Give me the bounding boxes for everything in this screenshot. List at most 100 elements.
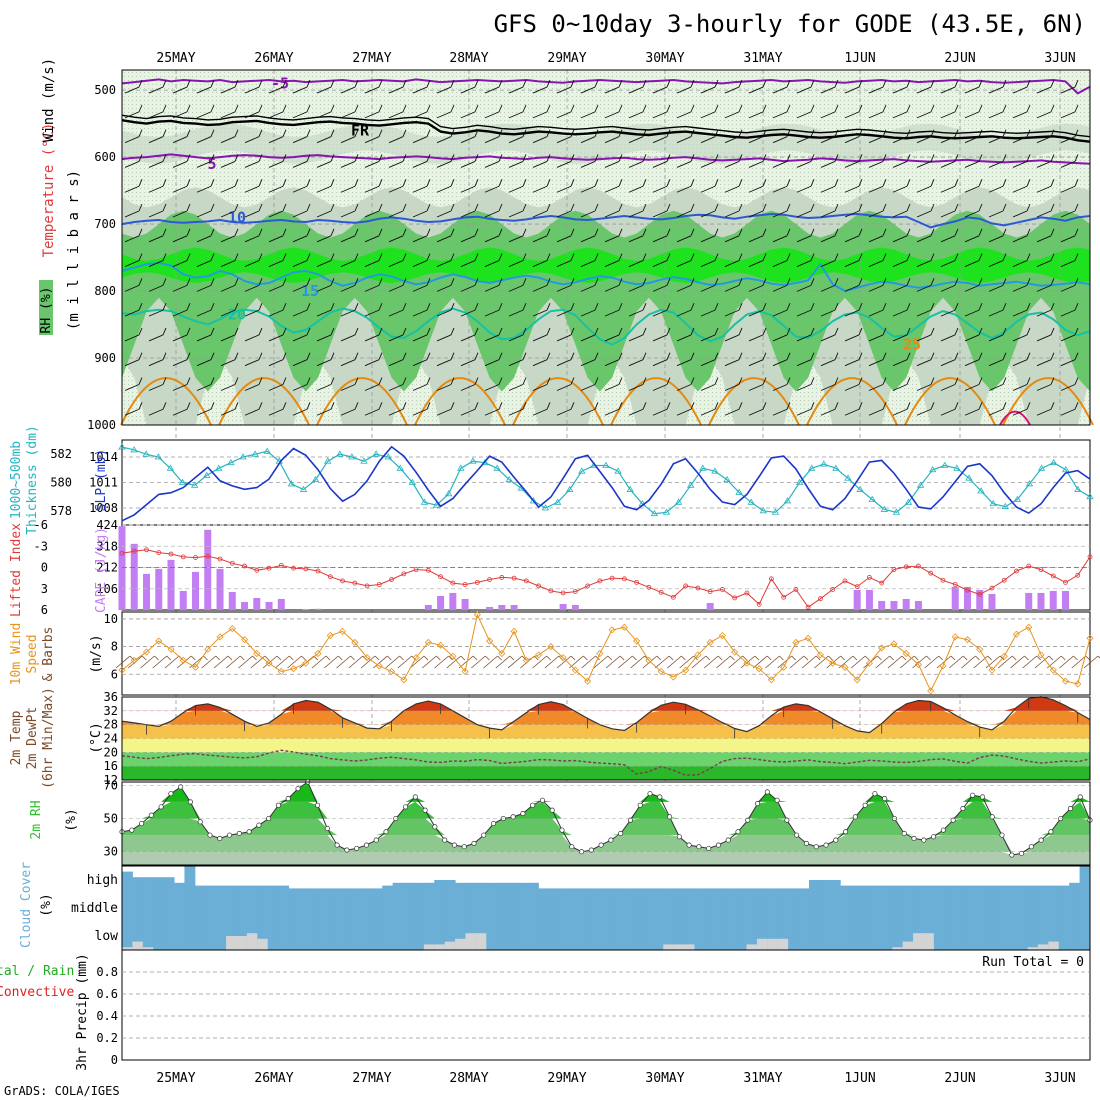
wind-barb-shaft bbox=[988, 260, 1004, 267]
wind-barb-flag bbox=[714, 179, 719, 187]
wind-barb-shaft bbox=[580, 260, 596, 267]
wind-barb bbox=[772, 129, 791, 144]
wind-barb-flag bbox=[594, 402, 599, 410]
wind-barb-flag bbox=[450, 228, 455, 236]
cloud-high-cell bbox=[611, 888, 623, 894]
wind-barb bbox=[172, 79, 191, 94]
wind-barb-flag bbox=[498, 352, 503, 360]
wind-barb bbox=[724, 278, 743, 292]
cloud-middle-cell bbox=[392, 894, 404, 922]
wind-barb-shaft bbox=[484, 210, 500, 218]
wind-barb-flag bbox=[426, 179, 431, 187]
wind10m-barb-flag bbox=[374, 655, 380, 661]
wind-barb bbox=[556, 104, 575, 119]
wind-barb-shaft bbox=[724, 284, 740, 292]
cloud-middle-cell bbox=[725, 894, 737, 922]
wind-barb-flag bbox=[426, 203, 431, 212]
thickness-marker bbox=[1074, 485, 1082, 492]
wind-barb bbox=[868, 253, 887, 267]
wind-barb-flag bbox=[426, 278, 431, 286]
wind-barb-flag bbox=[186, 129, 191, 137]
wind-speed-marker bbox=[792, 638, 800, 646]
wind-barb-flag bbox=[282, 402, 287, 410]
wind-speed-marker bbox=[338, 627, 347, 635]
wind-barb bbox=[1060, 327, 1079, 342]
wind-barb-shaft bbox=[724, 161, 740, 168]
temp-band bbox=[122, 766, 1090, 780]
lifted-index-marker bbox=[879, 580, 885, 586]
rh2m-marker bbox=[657, 794, 663, 800]
cloud-low-gray bbox=[132, 941, 144, 950]
wind-barb bbox=[220, 327, 239, 342]
cape-bar bbox=[559, 603, 567, 610]
wind-barb bbox=[988, 203, 1007, 218]
wind-barb-flag bbox=[522, 104, 527, 113]
wind-barb-flag bbox=[354, 278, 359, 286]
cloud-high-cell bbox=[746, 888, 758, 894]
wind-barb-shaft bbox=[724, 86, 740, 94]
rh2m-marker bbox=[569, 844, 575, 850]
wind-barb bbox=[1036, 327, 1055, 342]
cloud-high-cell bbox=[226, 885, 237, 894]
lifted-index-marker bbox=[646, 584, 652, 590]
wind10m-barb bbox=[409, 655, 425, 669]
wind-barb bbox=[220, 203, 239, 218]
lifted-index-marker bbox=[1063, 579, 1068, 585]
wind10m-barb-flag bbox=[338, 655, 343, 661]
wind-barb-shaft bbox=[940, 334, 956, 342]
wind-barb-shaft bbox=[604, 359, 620, 367]
wind-barb-flag bbox=[498, 79, 503, 88]
date-label-bottom: 31MAY bbox=[743, 1071, 782, 1086]
wind-barb bbox=[484, 402, 503, 416]
wind-barb-shaft bbox=[1012, 359, 1028, 367]
wind-barb-shaft bbox=[652, 185, 668, 193]
wind-barb-flag bbox=[162, 302, 167, 311]
wind-speed-marker bbox=[1086, 634, 1094, 642]
cloud-middle-cell bbox=[861, 894, 872, 922]
wind-barb-shaft bbox=[220, 111, 236, 119]
wind-barb-shaft bbox=[652, 408, 668, 416]
wind-barb-flag bbox=[666, 402, 671, 410]
wind-barb-flag bbox=[498, 228, 503, 236]
wind-barb bbox=[148, 377, 167, 391]
thickness-label-2: Thickness (dm) bbox=[25, 425, 40, 535]
cape-bar bbox=[914, 600, 922, 610]
wind-barb-flag bbox=[354, 79, 359, 88]
wind-barb-flag bbox=[858, 79, 863, 88]
wind-barb-flag bbox=[354, 203, 359, 212]
wind-barb-flag bbox=[282, 302, 287, 311]
wind-barb bbox=[436, 203, 455, 218]
wind-barb-shaft bbox=[964, 111, 980, 119]
wind-barb bbox=[748, 278, 767, 292]
wind-barb bbox=[436, 377, 455, 391]
wind10m-barb bbox=[507, 655, 523, 669]
wind-barb-flag bbox=[330, 228, 335, 236]
wind-barb-shaft bbox=[292, 161, 308, 168]
wind10m-barb bbox=[201, 655, 217, 669]
thickness-marker bbox=[626, 485, 634, 492]
cloud-level-label: low bbox=[95, 929, 119, 944]
wind-barb bbox=[892, 228, 911, 243]
wind-barb bbox=[364, 302, 383, 317]
wind-barb bbox=[292, 402, 311, 416]
wind-barb-flag bbox=[1026, 129, 1031, 137]
wind-barb-flag bbox=[426, 377, 431, 385]
cloud-high-cell bbox=[1079, 866, 1091, 894]
cloud-middle-cell bbox=[1027, 894, 1039, 922]
wind-speed-marker bbox=[277, 667, 285, 676]
date-label-top: 28MAY bbox=[449, 51, 488, 66]
wind-barb-shaft bbox=[340, 161, 356, 168]
wind-barb-flag bbox=[714, 154, 719, 162]
wind-barb bbox=[892, 253, 911, 267]
cloud-low-gray bbox=[902, 941, 914, 950]
wind-barb-shaft bbox=[484, 384, 500, 391]
wind-barb bbox=[940, 278, 959, 292]
wind-barb-shaft bbox=[1036, 161, 1052, 168]
cloud-middle-cell bbox=[517, 894, 529, 922]
wind-barb-flag bbox=[258, 228, 263, 236]
wind-barb-flag bbox=[522, 352, 527, 360]
wind-barb bbox=[244, 79, 263, 94]
wind-barb-shaft bbox=[460, 359, 476, 367]
rh2m-marker bbox=[559, 827, 565, 833]
wind-speed-marker bbox=[547, 643, 555, 651]
